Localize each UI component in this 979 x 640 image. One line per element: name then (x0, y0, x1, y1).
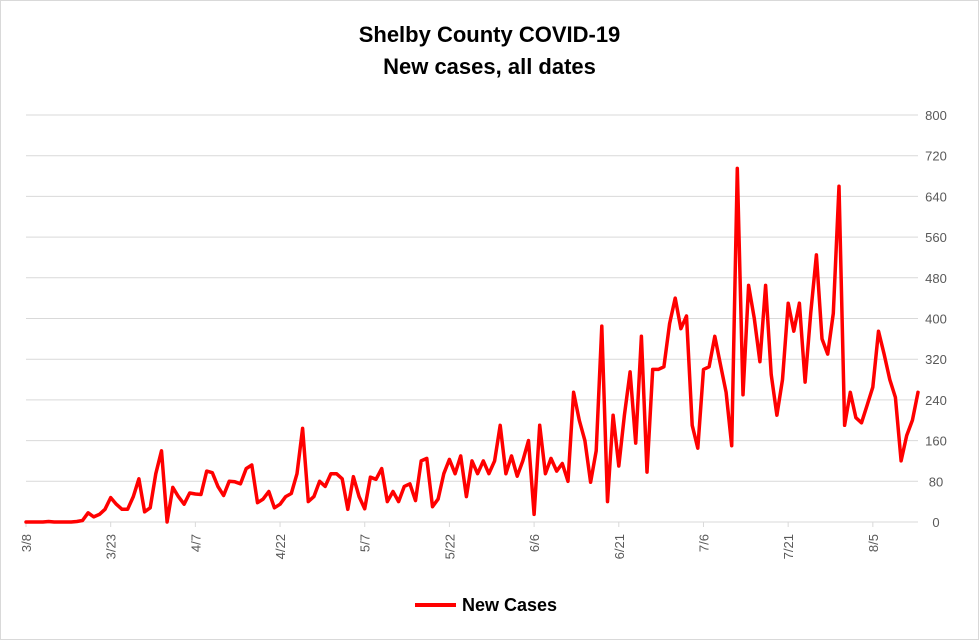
y-tick-label: 0 (932, 515, 939, 530)
y-tick-label: 320 (925, 352, 947, 367)
chart-title-block: Shelby County COVID-19 New cases, all da… (1, 19, 978, 83)
y-tick-label: 720 (925, 149, 947, 164)
y-tick-label: 80 (929, 474, 943, 489)
x-tick-label: 6/6 (527, 534, 542, 552)
x-tick-label: 8/5 (866, 534, 881, 552)
x-tick-label: 3/8 (19, 534, 34, 552)
x-tick-label: 6/21 (612, 534, 627, 559)
y-tick-label: 640 (925, 189, 947, 204)
x-tick-label: 7/21 (781, 534, 796, 559)
x-tick-label: 5/7 (358, 534, 373, 552)
y-tick-label: 800 (925, 108, 947, 123)
legend-label: New Cases (462, 595, 557, 615)
y-tick-label: 480 (925, 271, 947, 286)
chart-subtitle: New cases, all dates (383, 54, 596, 79)
x-tick-label: 3/23 (104, 534, 119, 559)
y-tick-label: 400 (925, 312, 947, 327)
x-tick-label: 5/22 (442, 534, 457, 559)
x-tick-label: 4/7 (188, 534, 203, 552)
chart-title: Shelby County COVID-19 (358, 22, 621, 47)
series-line-new-cases (24, 166, 920, 524)
y-tick-label: 160 (925, 434, 947, 449)
y-tick-label: 560 (925, 230, 947, 245)
y-tick-label: 240 (925, 393, 947, 408)
x-tick-label: 7/6 (696, 534, 711, 552)
x-tick-label: 4/22 (273, 534, 288, 559)
